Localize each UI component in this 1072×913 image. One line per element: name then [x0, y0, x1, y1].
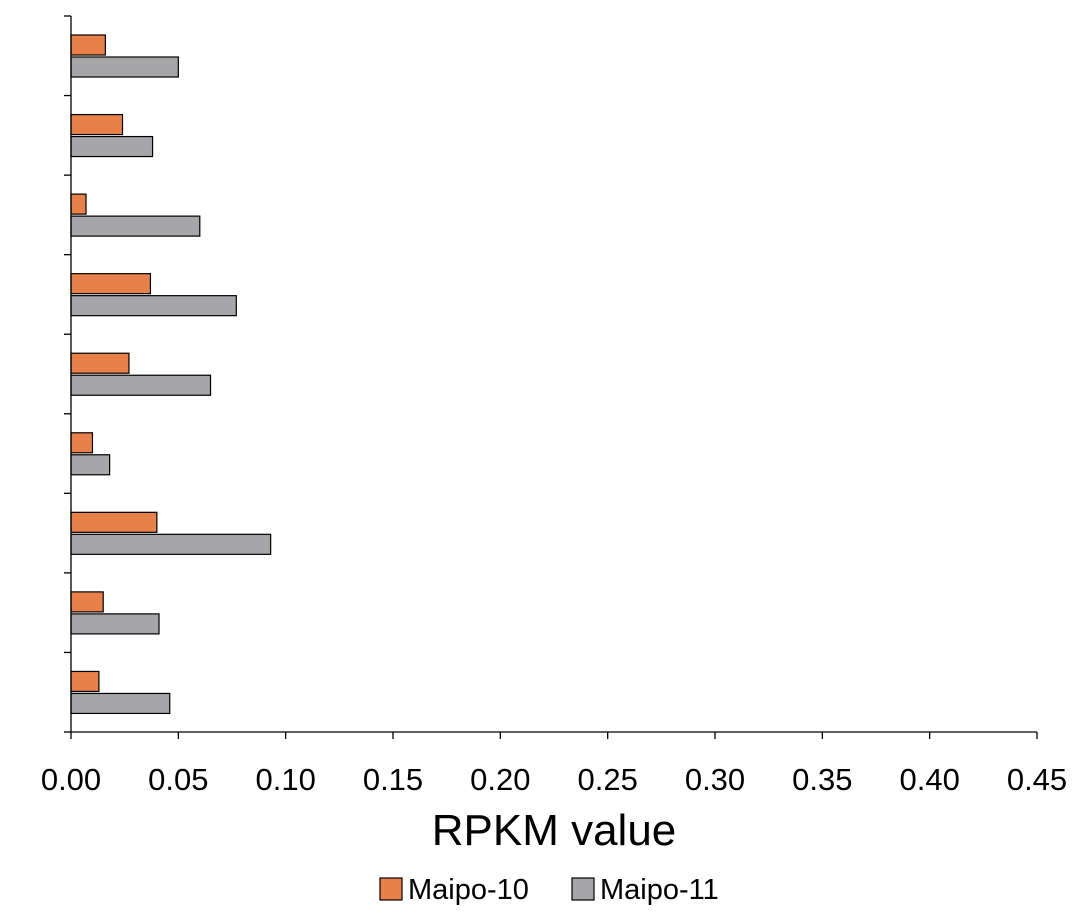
legend: Maipo-10 Maipo-11: [379, 874, 719, 906]
x-tick-label: 0.20: [470, 762, 530, 797]
x-tick-label: 0.05: [148, 762, 208, 797]
ticks-layer: 0.00 0.05 0.10 0.15 0.20 0.25 0.30 0.35 0.40 0.45: [41, 15, 1067, 797]
x-tick-label: 0.15: [363, 762, 423, 797]
legend-label-maipo-10: Maipo-10: [408, 874, 529, 906]
bar-maipo-11-5: [70, 374, 212, 396]
x-tick-label: 0.45: [1007, 762, 1067, 797]
legend-swatch-maipo-10: [379, 877, 403, 901]
bar-maipo-11-7: [70, 533, 272, 555]
axes-layer: [70, 16, 1037, 733]
bar-maipo-10-8: [70, 591, 104, 613]
x-tick-label: 0.00: [41, 762, 101, 797]
bars-layer: [70, 34, 272, 715]
bar-maipo-10-7: [70, 511, 158, 533]
bar-maipo-10-3: [70, 193, 87, 215]
bar-maipo-11-3: [70, 215, 201, 237]
bar-maipo-11-6: [70, 454, 111, 476]
bar-maipo-11-1: [70, 56, 179, 78]
legend-label-maipo-11: Maipo-11: [600, 874, 719, 906]
bar-maipo-10-9: [70, 670, 100, 693]
bar-maipo-10-1: [70, 34, 106, 56]
x-tick-label: 0.30: [685, 762, 745, 797]
x-axis-title: RPKM value: [432, 806, 677, 855]
bar-maipo-10-2: [70, 113, 124, 136]
x-tick-label: 0.25: [577, 762, 637, 797]
x-tick-label: 0.40: [899, 762, 959, 797]
bar-maipo-11-9: [70, 692, 171, 715]
bar-maipo-10-4: [70, 273, 152, 295]
bar-maipo-11-4: [70, 295, 237, 317]
bar-maipo-11-2: [70, 135, 154, 158]
bar-maipo-10-6: [70, 432, 94, 454]
bar-maipo-10-5: [70, 352, 130, 374]
bar-maipo-11-8: [70, 613, 160, 635]
legend-swatch-maipo-11: [571, 877, 595, 901]
x-tick-label: 0.10: [255, 762, 315, 797]
x-tick-label: 0.35: [792, 762, 852, 797]
